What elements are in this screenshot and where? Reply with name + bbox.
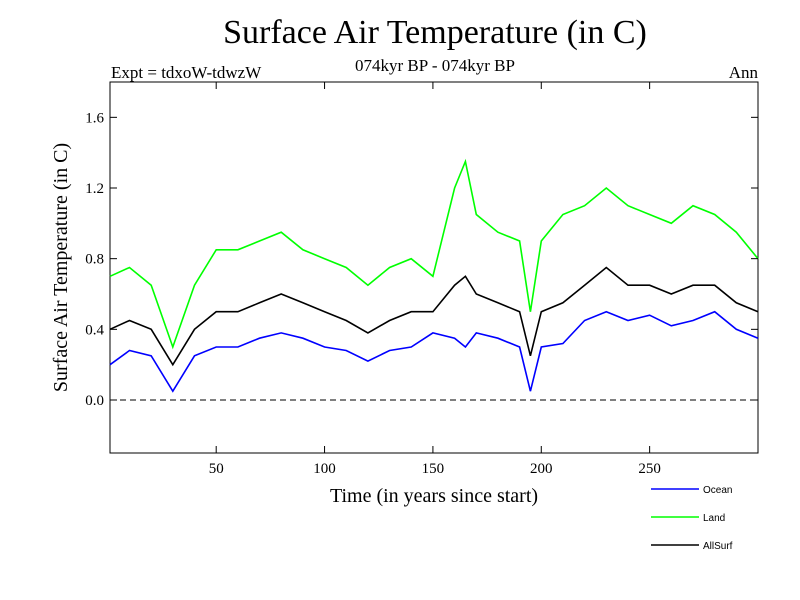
x-tick-label: 250 [638,461,661,477]
y-axis-label: Surface Air Temperature (in C) [50,143,72,392]
legend: Ocean Land AllSurf [651,485,733,552]
x-tick-label: 150 [422,461,445,477]
y-tick-label: 0.4 [85,322,104,338]
ticks-group: 50 100 150 200 250 0.0 0.4 0.8 1.2 1.6 [85,82,758,477]
series-group [109,158,759,393]
x-tick-label: 50 [209,461,224,477]
legend-label-ocean: Ocean [703,485,732,496]
x-tick-label: 200 [530,461,553,477]
legend-label-land: Land [703,513,725,524]
experiment-label: Expt = tdxoW-tdwzW [111,63,262,82]
y-tick-label: 1.2 [85,181,104,197]
y-tick-label: 0.8 [85,252,104,268]
y-tick-label: 0.0 [85,393,104,409]
series-line-allsurf [109,266,759,367]
series-line-land [109,158,759,350]
period-label: Ann [728,63,758,82]
plot-frame [109,81,759,454]
y-tick-label: 1.6 [85,110,104,126]
x-tick-label: 100 [313,461,336,477]
x-axis-label: Time (in years since start) [330,485,538,507]
chart-title: Surface Air Temperature (in C) [223,14,647,51]
series-line-ocean [109,310,759,393]
chart-subtitle: 074kyr BP - 074kyr BP [355,56,515,75]
legend-label-allsurf: AllSurf [703,541,733,552]
